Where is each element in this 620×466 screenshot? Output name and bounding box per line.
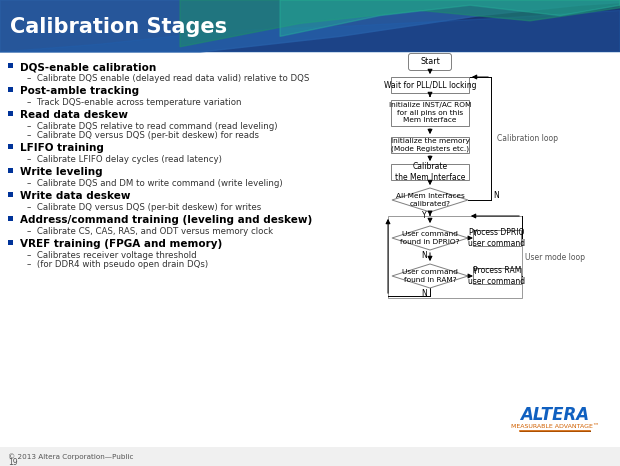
Text: User mode loop: User mode loop	[525, 253, 585, 261]
Text: Initialize INST/AC ROM
for all pins on this
Mem Interface: Initialize INST/AC ROM for all pins on t…	[389, 103, 471, 123]
Text: –  Calibrate CS, CAS, RAS, and ODT versus memory clock: – Calibrate CS, CAS, RAS, and ODT versus…	[27, 227, 273, 236]
Text: –  Calibrate DQS relative to read command (read leveling): – Calibrate DQS relative to read command…	[27, 122, 278, 131]
Text: Process RAM
user command: Process RAM user command	[469, 266, 526, 286]
Text: Y: Y	[422, 212, 427, 220]
Text: Write data deskew: Write data deskew	[20, 191, 130, 201]
Text: N: N	[493, 191, 499, 199]
Text: Y: Y	[472, 229, 477, 239]
Text: –  (for DDR4 with pseudo open drain DQs): – (for DDR4 with pseudo open drain DQs)	[27, 260, 208, 269]
Text: DQS-enable calibration: DQS-enable calibration	[20, 62, 156, 72]
Text: 19: 19	[8, 458, 17, 466]
Text: Process DPRIO
user command: Process DPRIO user command	[469, 228, 526, 248]
Text: Address/command training (leveling and deskew): Address/command training (leveling and d…	[20, 215, 312, 225]
Bar	[391, 137, 469, 153]
Bar	[0, 52, 620, 466]
Text: –  Track DQS-enable across temperature variation: – Track DQS-enable across temperature va…	[27, 98, 242, 107]
Polygon shape	[0, 0, 620, 52]
Bar	[8, 144, 13, 149]
Text: N: N	[421, 288, 427, 297]
Bar	[391, 77, 469, 93]
Text: User command
found in RAM?: User command found in RAM?	[402, 269, 458, 283]
Text: Calibration Stages: Calibration Stages	[10, 17, 227, 37]
Text: Calibration loop: Calibration loop	[497, 134, 558, 143]
Polygon shape	[392, 226, 468, 250]
Bar	[391, 100, 469, 126]
Bar	[391, 164, 469, 180]
Text: Write leveling: Write leveling	[20, 167, 103, 177]
Bar	[8, 63, 13, 68]
Text: VREF training (FPGA and memory): VREF training (FPGA and memory)	[20, 239, 222, 249]
Text: Y: Y	[472, 267, 477, 276]
Text: User command
found in DPRIO?: User command found in DPRIO?	[401, 231, 460, 245]
Bar	[8, 168, 13, 173]
Polygon shape	[180, 0, 620, 47]
Bar	[8, 240, 13, 245]
Bar	[473, 230, 521, 246]
Bar	[0, 0, 620, 52]
Bar	[8, 111, 13, 116]
Text: –  Calibrate DQS and DM to write command (write leveling): – Calibrate DQS and DM to write command …	[27, 179, 283, 188]
FancyBboxPatch shape	[409, 54, 451, 70]
Text: © 2013 Altera Corporation—Public: © 2013 Altera Corporation—Public	[8, 453, 133, 460]
Text: Calibrate
the Mem Interface: Calibrate the Mem Interface	[395, 162, 465, 182]
Bar	[0, 447, 620, 466]
Text: –  Calibrate LFIFO delay cycles (read latency): – Calibrate LFIFO delay cycles (read lat…	[27, 155, 222, 164]
Bar	[473, 268, 521, 284]
Bar	[8, 87, 13, 92]
Text: Read data deskew: Read data deskew	[20, 110, 128, 120]
Bar	[8, 216, 13, 221]
Text: N: N	[421, 251, 427, 260]
Polygon shape	[392, 264, 468, 288]
Polygon shape	[392, 188, 468, 212]
Text: ALTERA: ALTERA	[520, 406, 590, 424]
Bar	[8, 192, 13, 197]
Text: Initialize the memory
(Mode Registers etc.): Initialize the memory (Mode Registers et…	[391, 138, 469, 152]
Polygon shape	[280, 0, 620, 36]
Bar	[388, 216, 522, 298]
Text: –  Calibrate DQ versus DQS (per-bit deskew) for reads: – Calibrate DQ versus DQS (per-bit deske…	[27, 131, 259, 140]
Text: Post-amble tracking: Post-amble tracking	[20, 86, 139, 96]
Text: –  Calibrate DQ versus DQS (per-bit deskew) for writes: – Calibrate DQ versus DQS (per-bit deske…	[27, 203, 261, 212]
Text: Wait for PLL/DLL locking: Wait for PLL/DLL locking	[384, 81, 476, 89]
Text: –  Calibrates receiver voltage threshold: – Calibrates receiver voltage threshold	[27, 251, 197, 260]
Text: MEASURABLE ADVANTAGE™: MEASURABLE ADVANTAGE™	[511, 425, 599, 430]
Text: LFIFO training: LFIFO training	[20, 143, 104, 153]
Polygon shape	[0, 10, 620, 52]
Text: All Mem Interfaces
calibrated?: All Mem Interfaces calibrated?	[396, 193, 464, 207]
Text: –  Calibrate DQS enable (delayed read data valid) relative to DQS: – Calibrate DQS enable (delayed read dat…	[27, 74, 309, 83]
Text: Start: Start	[420, 57, 440, 67]
